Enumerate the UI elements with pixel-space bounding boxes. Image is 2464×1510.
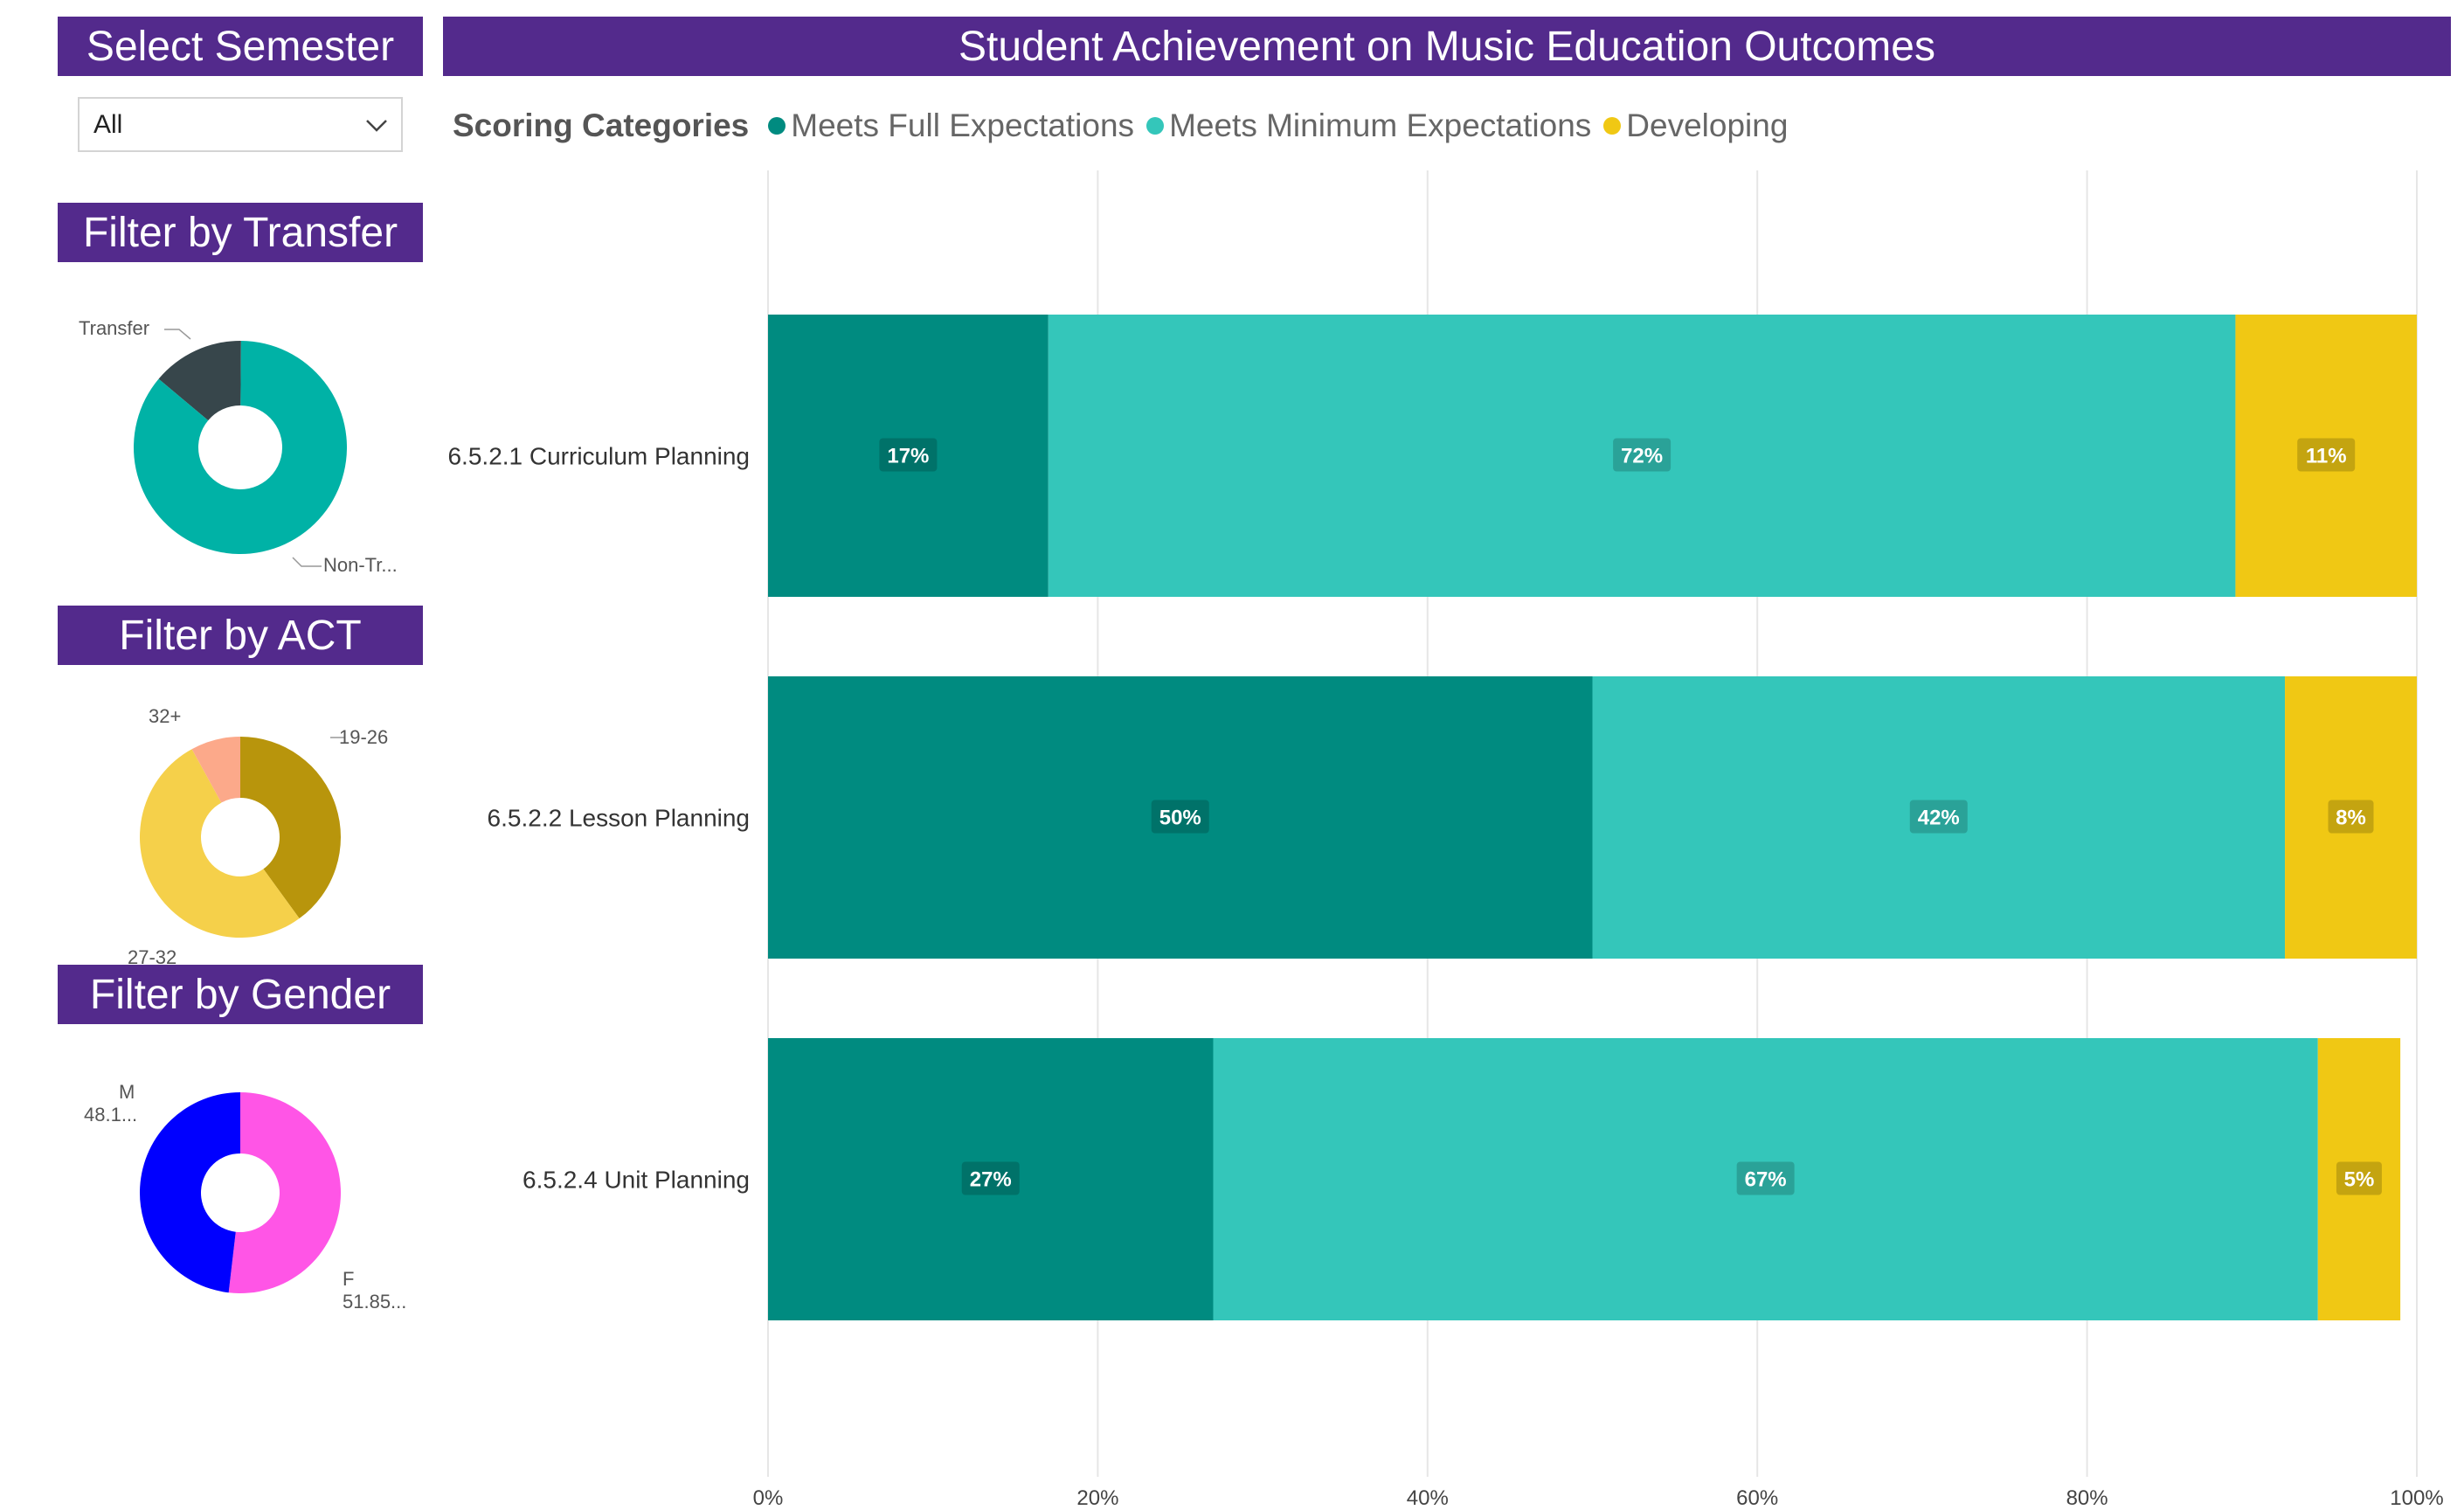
bar-segment-meets-minimum-expectations[interactable] [1213, 1038, 2318, 1320]
gender-value-m: 48.1... [84, 1104, 138, 1126]
bar-segment-developing[interactable] [2235, 315, 2417, 597]
data-label: 27% [970, 1168, 1012, 1192]
transfer-slice-transfer[interactable] [158, 341, 241, 421]
legend-swatch-minimum [1146, 117, 1165, 135]
legend-swatch-developing [1603, 117, 1622, 135]
act-slice-19-26[interactable] [240, 737, 341, 919]
x-tick-label: 20% [1076, 1486, 1118, 1510]
gender-slice-m[interactable] [140, 1092, 240, 1293]
legend-swatch-full [768, 117, 786, 135]
legend-item-minimum[interactable]: Meets Minimum Expectations [1146, 107, 1591, 144]
bar-segment-meets-full-expectations[interactable] [768, 315, 1049, 597]
leader-line [164, 329, 191, 340]
data-label: 8% [2336, 807, 2366, 830]
data-label-background [2328, 800, 2374, 834]
semester-dropdown[interactable]: All [78, 97, 403, 152]
data-label: 5% [2344, 1168, 2375, 1192]
x-tick-label: 0% [753, 1486, 784, 1510]
leader-line [292, 557, 322, 567]
data-label-background [961, 1161, 1020, 1195]
data-label-background [2336, 1161, 2382, 1195]
act-label-19-26: 19-26 [339, 726, 389, 748]
data-label: 50% [1159, 807, 1201, 830]
bar-segment-meets-full-expectations[interactable] [768, 1038, 1214, 1320]
data-label: 17% [887, 445, 929, 468]
chart-legend: Scoring Categories Meets Full Expectatio… [453, 103, 1800, 149]
y-category-label: 6.5.2.2 Lesson Planning [488, 805, 750, 832]
filter-by-transfer-header: Filter by Transfer [58, 203, 423, 262]
filter-by-gender-header: Filter by Gender [58, 965, 423, 1024]
bar-segment-developing[interactable] [2285, 676, 2417, 959]
gender-label-f: F [343, 1268, 355, 1290]
act-label-32plus: 32+ [149, 705, 182, 727]
gender-donut-chart[interactable] [131, 1075, 350, 1311]
y-category-label: 6.5.2.1 Curriculum Planning [447, 443, 750, 470]
bar-segment-meets-minimum-expectations[interactable] [1048, 315, 2236, 597]
x-tick-label: 80% [2066, 1486, 2108, 1510]
y-category-label: 6.5.2.4 Unit Planning [523, 1167, 750, 1194]
chevron-down-icon [366, 119, 387, 132]
x-tick-label: 100% [2390, 1486, 2443, 1510]
legend-label-full: Meets Full Expectations [791, 107, 1135, 143]
bar-segment-meets-minimum-expectations[interactable] [1592, 676, 2286, 959]
non-transfer-label: Non-Tr... [323, 554, 398, 576]
data-label-background [1736, 1161, 1795, 1195]
data-label-background [1909, 800, 1968, 834]
gender-slice-f[interactable] [228, 1092, 342, 1293]
data-label-background [2297, 438, 2356, 472]
data-label: 72% [1621, 445, 1663, 468]
bar-segment-meets-full-expectations[interactable] [768, 676, 1593, 959]
legend-title: Scoring Categories [453, 107, 750, 143]
legend-item-full[interactable]: Meets Full Expectations [768, 107, 1134, 144]
gender-label-m: M [119, 1081, 135, 1103]
transfer-slice-non-transfer[interactable] [133, 341, 347, 554]
act-slice-32-[interactable] [191, 737, 240, 803]
semester-dropdown-value: All [93, 109, 123, 139]
data-label-background [1613, 438, 1672, 472]
act-donut-chart[interactable] [131, 717, 350, 952]
gender-value-f: 51.85... [343, 1291, 407, 1313]
data-label: 11% [2306, 445, 2347, 468]
transfer-donut-chart[interactable] [131, 323, 350, 568]
data-label: 67% [1745, 1168, 1787, 1192]
data-label: 42% [1918, 807, 1960, 830]
data-label-background [1151, 800, 1209, 834]
act-slice-27-32[interactable] [140, 749, 300, 938]
legend-label-minimum: Meets Minimum Expectations [1169, 107, 1592, 143]
transfer-label: Transfer [79, 317, 150, 339]
legend-item-developing[interactable]: Developing [1603, 107, 1788, 144]
bar-segment-developing[interactable] [2317, 1038, 2401, 1320]
data-label-background [879, 438, 938, 472]
act-label-27-32: 27-32 [128, 946, 177, 968]
select-semester-header: Select Semester [58, 17, 423, 76]
chart-title: Student Achievement on Music Education O… [443, 17, 2451, 76]
filter-by-act-header: Filter by ACT [58, 606, 423, 665]
x-tick-label: 60% [1736, 1486, 1778, 1510]
legend-label-developing: Developing [1626, 107, 1789, 143]
x-tick-label: 40% [1407, 1486, 1449, 1510]
